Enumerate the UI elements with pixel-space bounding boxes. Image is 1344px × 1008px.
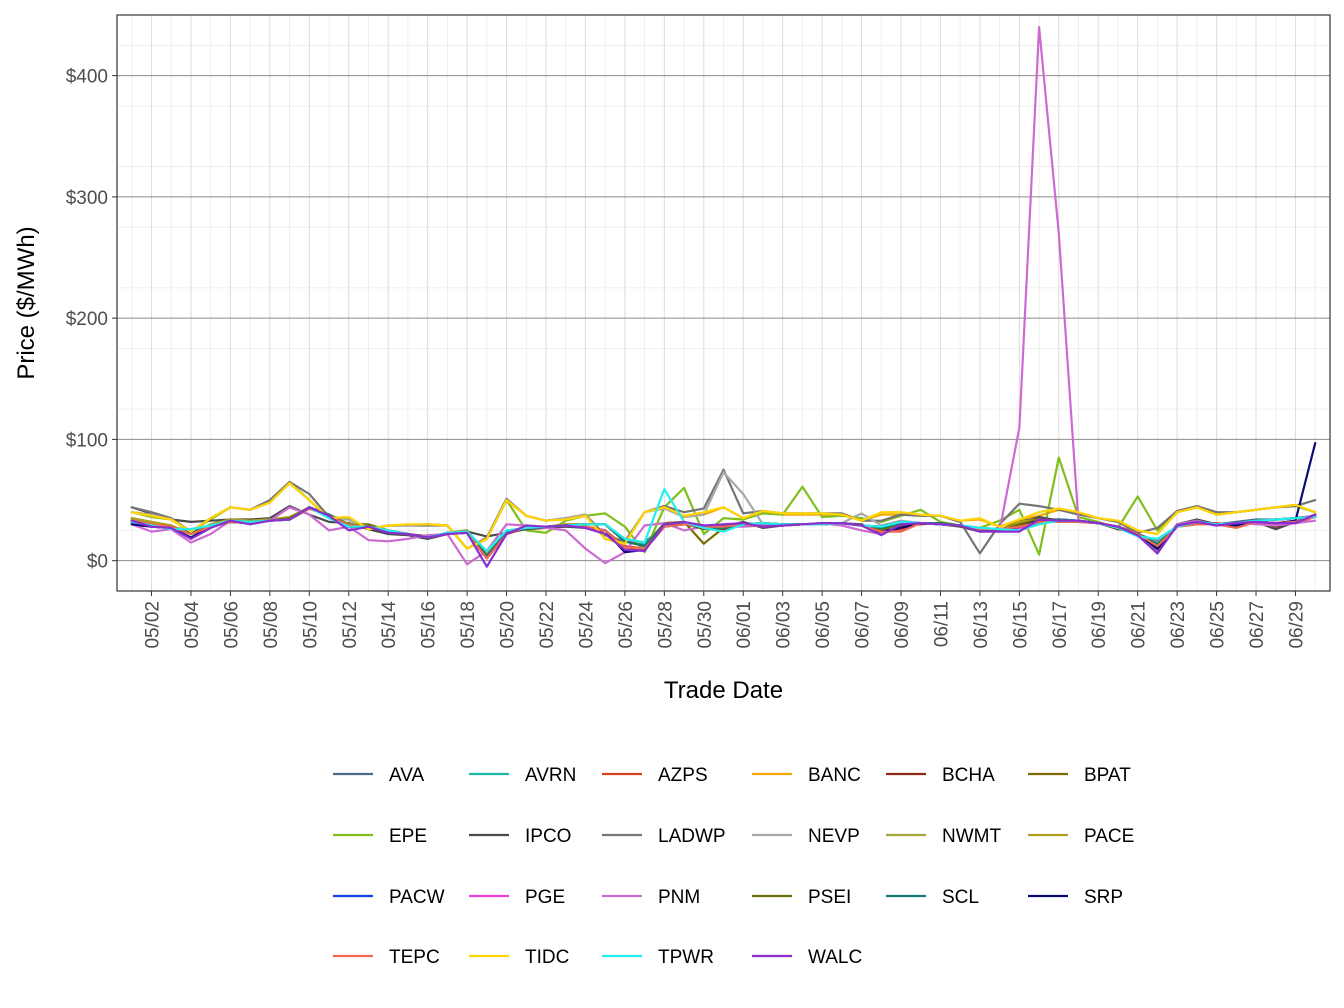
legend-label-ladwp: LADWP <box>658 826 726 847</box>
series-line-walc <box>130 506 1317 568</box>
legend: AVA AVRN AZPS BANC BCHA BPAT EPE IPCO LADWP NEVP N… <box>333 765 1134 968</box>
legend-label-pacw: PACW <box>389 887 445 908</box>
x-tick-label: 05/28 <box>655 601 676 649</box>
legend-label-ipco: IPCO <box>525 826 571 847</box>
legend-label-tpwr: TPWR <box>658 947 714 968</box>
legend-label-banc: BANC <box>808 765 861 786</box>
y-axis-ticks: $0 $100 $200 $300 $400 <box>66 67 117 573</box>
x-tick-label: 06/09 <box>892 601 913 649</box>
legend-label-bcha: BCHA <box>942 765 995 786</box>
x-tick-label: 05/18 <box>458 601 479 649</box>
x-tick-label: 06/07 <box>853 601 874 649</box>
x-tick-label: 06/15 <box>1010 601 1031 649</box>
legend-label-srp: SRP <box>1084 887 1123 908</box>
legend-label-bpat: BPAT <box>1084 765 1131 786</box>
x-tick-label: 05/22 <box>537 601 558 649</box>
legend-label-walc: WALC <box>808 947 862 968</box>
x-tick-label: 05/24 <box>576 601 597 649</box>
legend-label-pge: PGE <box>525 887 565 908</box>
legend-label-nevp: NEVP <box>808 826 860 847</box>
legend-label-tidc: TIDC <box>525 947 569 968</box>
y-tick-label: $0 <box>87 552 108 573</box>
x-tick-label: 05/06 <box>221 601 242 649</box>
x-tick-label: 05/16 <box>419 601 440 649</box>
x-tick-label: 06/11 <box>931 601 952 647</box>
legend-label-ava: AVA <box>389 765 425 786</box>
plot-border <box>116 14 1331 592</box>
x-axis-ticks: 05/02 05/04 05/06 05/08 05/10 05/12 05/14 05/16… <box>143 591 1307 649</box>
x-tick-label: 05/08 <box>261 601 282 649</box>
y-tick-label: $200 <box>66 309 108 330</box>
y-axis-title: Price ($/MWh) <box>13 226 40 379</box>
x-tick-label: 06/27 <box>1247 601 1268 649</box>
y-tick-label: $100 <box>66 430 108 451</box>
legend-label-avrn: AVRN <box>525 765 576 786</box>
x-tick-label: 06/23 <box>1168 601 1189 649</box>
x-tick-label: 06/25 <box>1208 601 1229 649</box>
legend-label-pace: PACE <box>1084 826 1134 847</box>
x-tick-label: 06/19 <box>1089 601 1110 649</box>
x-tick-label: 06/13 <box>971 601 992 649</box>
legend-label-pnm: PNM <box>658 887 700 908</box>
x-tick-label: 05/04 <box>182 601 203 649</box>
y-tick-label: $400 <box>66 67 108 88</box>
x-tick-label: 06/21 <box>1129 601 1150 649</box>
x-tick-label: 06/01 <box>734 601 755 649</box>
x-tick-label: 06/03 <box>774 601 795 649</box>
y-tick-label: $300 <box>66 188 108 209</box>
x-tick-label: 05/14 <box>379 601 400 649</box>
x-tick-label: 05/10 <box>300 601 321 649</box>
legend-label-azps: AZPS <box>658 765 708 786</box>
legend-label-nwmt: NWMT <box>942 826 1001 847</box>
x-tick-label: 05/12 <box>340 601 361 649</box>
legend-label-tepc: TEPC <box>389 947 440 968</box>
x-tick-label: 06/17 <box>1050 601 1071 649</box>
series-lines <box>130 26 1317 568</box>
legend-label-psei: PSEI <box>808 887 851 908</box>
legend-label-epe: EPE <box>389 826 427 847</box>
x-tick-label: 05/30 <box>695 601 716 649</box>
grid-lines <box>117 15 1330 592</box>
x-tick-label: 05/26 <box>616 601 637 649</box>
x-axis-title: Trade Date <box>664 677 783 704</box>
x-tick-label: 05/02 <box>143 601 164 649</box>
series-line-tpwr <box>130 488 1317 553</box>
x-tick-label: 05/20 <box>498 601 519 649</box>
x-tick-label: 06/29 <box>1286 601 1307 649</box>
x-tick-label: 06/05 <box>813 601 834 649</box>
legend-label-scl: SCL <box>942 887 979 908</box>
